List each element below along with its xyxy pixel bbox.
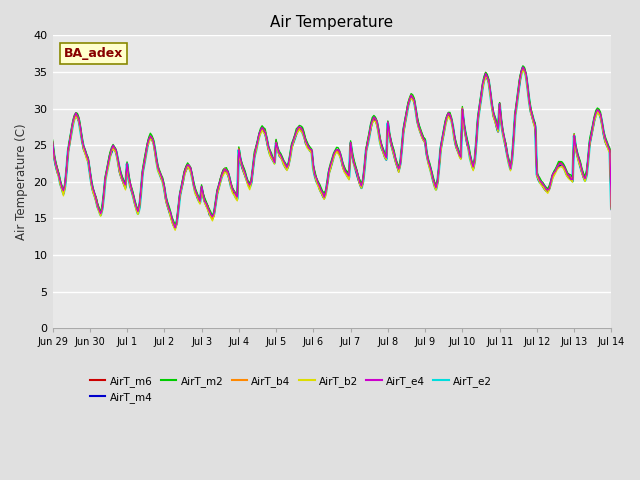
Text: BA_adex: BA_adex [64, 47, 123, 60]
Y-axis label: Air Temperature (C): Air Temperature (C) [15, 123, 28, 240]
Title: Air Temperature: Air Temperature [270, 15, 394, 30]
Legend: AirT_m6, AirT_m4, AirT_m2, AirT_b4, AirT_b2, AirT_e4, AirT_e2: AirT_m6, AirT_m4, AirT_m2, AirT_b4, AirT… [86, 372, 497, 407]
